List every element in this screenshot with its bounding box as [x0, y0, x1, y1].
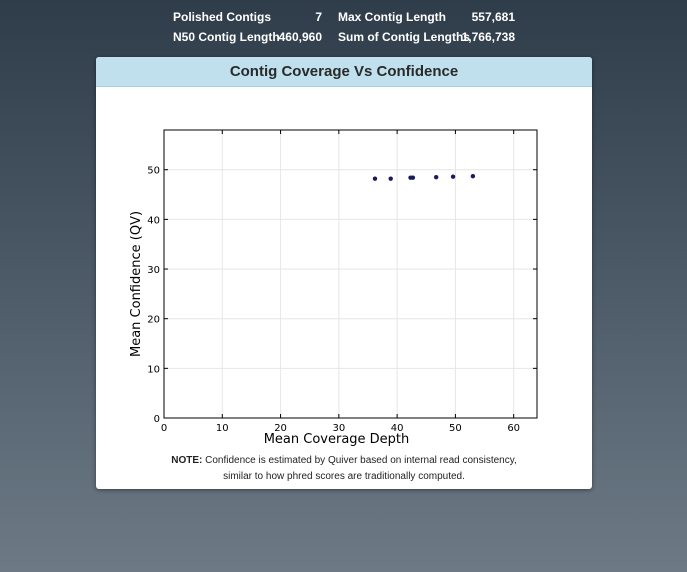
x-axis-label: Mean Coverage Depth — [264, 432, 410, 447]
stat-value: 7 — [315, 10, 322, 24]
y-tick-label: 10 — [147, 364, 160, 375]
data-point — [450, 174, 456, 179]
data-point — [433, 174, 439, 180]
stat-label: Max Contig Length — [338, 10, 446, 24]
stat-row-2: N50 Contig Length 460,960 Sum of Contig … — [0, 26, 687, 46]
x-tick-label: 40 — [391, 423, 404, 434]
x-tick-label: 20 — [274, 423, 287, 434]
stat-label: Sum of Contig Lengths — [338, 30, 470, 44]
y-tick-label: 0 — [154, 414, 160, 425]
stat-value: 557,681 — [471, 10, 515, 24]
x-tick-label: 30 — [332, 423, 345, 434]
y-tick-label: 50 — [147, 166, 160, 177]
stat-row-1: Polished Contigs 7 Max Contig Length 557… — [0, 6, 687, 26]
data-point — [410, 175, 416, 180]
note-line-2: similar to how phred scores are traditio… — [223, 471, 465, 482]
data-point — [372, 176, 378, 181]
chart-note: NOTE: Confidence is estimated by Quiver … — [96, 453, 592, 485]
data-point — [388, 176, 393, 181]
stat-label: N50 Contig Length — [173, 30, 280, 44]
stat-value: 460,960 — [278, 30, 322, 44]
x-tick-label: 60 — [507, 423, 520, 434]
chart-panel: Contig Coverage Vs Confidence 0 10 20 30 40 5… — [96, 57, 592, 489]
x-tick-label: 0 — [161, 423, 167, 434]
x-tick-label: 10 — [216, 423, 229, 434]
x-tick-label: 50 — [449, 423, 462, 434]
y-tick-label: 40 — [147, 215, 160, 226]
stat-value: 1,766,738 — [461, 30, 515, 44]
note-line-1: Confidence is estimated by Quiver based … — [202, 455, 517, 466]
summary-stats: Polished Contigs 7 Max Contig Length 557… — [0, 6, 687, 46]
stat-label: Polished Contigs — [173, 10, 272, 24]
y-tick-label: 20 — [147, 315, 160, 326]
data-point — [470, 173, 476, 179]
note-prefix: NOTE: — [171, 455, 203, 466]
plot-frame — [163, 129, 538, 419]
y-tick-label: 30 — [147, 265, 160, 276]
scatter-chart: 0 10 20 30 40 50 60 0 10 20 30 40 50 Mean Coverage De… — [129, 129, 538, 447]
y-axis-label: Mean Confidence (QV) — [129, 211, 144, 357]
panel-title: Contig Coverage Vs Confidence — [96, 57, 592, 87]
